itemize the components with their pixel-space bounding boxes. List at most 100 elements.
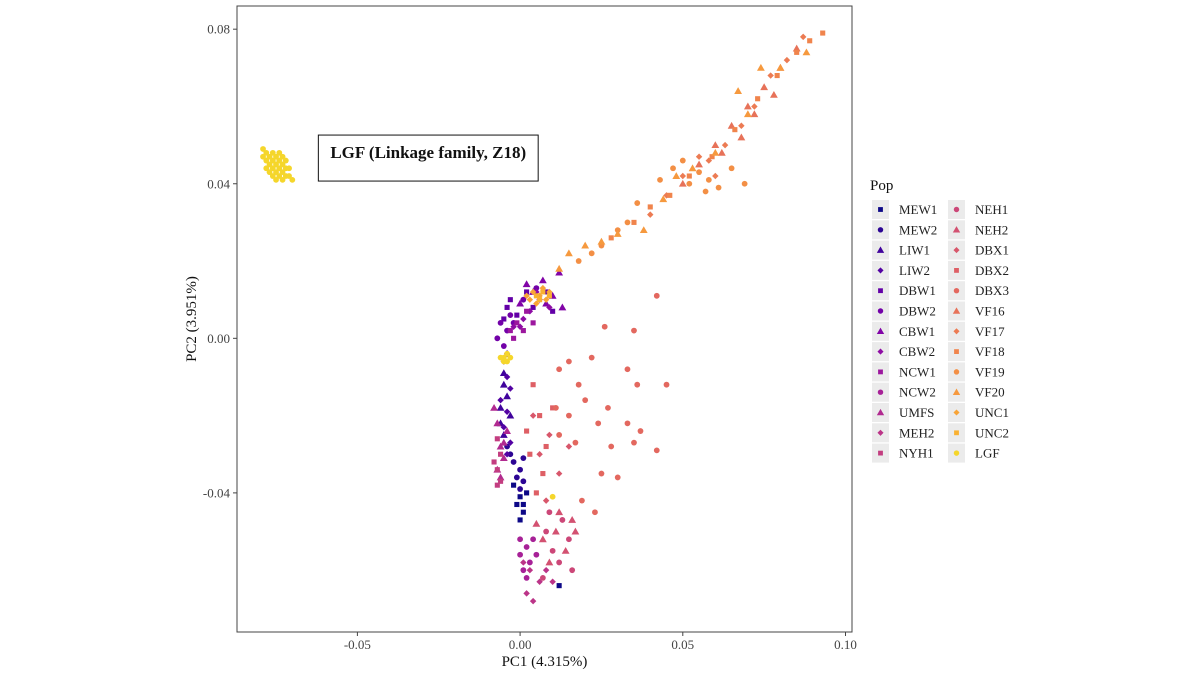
legend-item-ncw1: NCW1: [872, 362, 936, 382]
data-point: [491, 459, 497, 465]
data-point: [670, 165, 676, 172]
legend-key-marker: [954, 349, 959, 354]
legend-key-marker: [953, 450, 960, 456]
data-point: [496, 442, 505, 450]
data-point: [572, 439, 579, 446]
data-point: [510, 459, 517, 465]
legend-key-marker: [877, 348, 884, 355]
data-point: [637, 428, 644, 434]
data-point: [711, 141, 720, 149]
series-ncw2: [517, 536, 540, 581]
data-point: [503, 427, 511, 434]
legend-label: NEH2: [975, 222, 1008, 237]
legend-label: MEH2: [899, 425, 934, 440]
data-point: [533, 551, 540, 558]
series-neh2: [532, 508, 580, 566]
data-point: [279, 153, 286, 160]
data-point: [581, 241, 590, 249]
data-point: [566, 536, 572, 543]
legend-key-marker: [953, 409, 960, 416]
legend-key-marker: [954, 268, 959, 273]
data-point: [575, 258, 582, 264]
data-point: [503, 373, 511, 381]
data-point: [530, 304, 536, 310]
data-point: [696, 169, 702, 176]
series-umfs: [490, 403, 511, 481]
data-point: [520, 559, 527, 566]
data-point: [507, 385, 514, 392]
series-vf20: [555, 48, 811, 272]
y-tick-label: -0.04: [203, 485, 231, 500]
legend-key-marker: [878, 369, 883, 375]
data-point: [543, 289, 549, 295]
data-point: [802, 48, 811, 56]
data-point: [556, 432, 563, 438]
data-point: [533, 490, 539, 496]
legend-item-vf18: VF18: [948, 342, 1005, 362]
data-point: [539, 575, 546, 581]
legend-item-vf16: VF16: [948, 301, 1005, 321]
data-point: [532, 519, 541, 527]
data-point: [569, 567, 576, 574]
data-point: [538, 276, 547, 284]
data-point: [751, 103, 758, 110]
data-point: [540, 471, 546, 477]
data-point: [522, 280, 531, 288]
data-point: [653, 447, 660, 454]
legend-item-liw2: LIW2: [872, 260, 930, 280]
data-point: [639, 226, 648, 234]
legend-item-dbx3: DBX3: [948, 281, 1009, 301]
data-point: [523, 292, 530, 300]
data-point: [520, 501, 526, 508]
legend-item-meh2: MEH2: [872, 423, 934, 443]
data-point: [530, 320, 536, 326]
data-point: [571, 527, 580, 535]
data-point: [260, 146, 266, 152]
data-point: [738, 122, 745, 130]
data-point: [608, 235, 614, 241]
legend-label: VF18: [975, 344, 1005, 359]
data-point: [657, 176, 663, 183]
data-point: [490, 403, 498, 411]
legend-key-marker: [877, 267, 884, 274]
data-point: [269, 149, 276, 156]
data-point: [282, 157, 289, 164]
data-point: [711, 148, 720, 156]
legend-label: DBX1: [975, 243, 1009, 258]
annotation-box: [317, 134, 539, 182]
data-point: [266, 153, 273, 160]
data-point: [688, 164, 697, 172]
x-tick-label: 0.00: [509, 637, 532, 652]
data-point: [520, 315, 527, 323]
data-point: [520, 509, 526, 515]
data-point: [555, 470, 563, 477]
legend-key-marker: [952, 307, 961, 314]
data-point: [269, 173, 276, 179]
data-point: [514, 312, 520, 318]
data-point: [279, 169, 286, 176]
data-point: [820, 30, 826, 36]
data-point: [520, 296, 527, 303]
legend-key-marker: [876, 246, 885, 253]
legend-key-marker: [953, 206, 960, 213]
legend-item-mew2: MEW2: [872, 220, 937, 240]
data-point: [543, 528, 550, 535]
series-dbw1: [501, 289, 556, 322]
series-neh1: [539, 509, 576, 581]
data-point: [608, 443, 615, 450]
legend-item-unc1: UNC1: [948, 403, 1009, 422]
data-point: [588, 250, 595, 257]
data-point: [503, 451, 511, 458]
data-point: [269, 157, 276, 164]
data-point: [542, 299, 551, 307]
data-point: [503, 392, 511, 400]
data-point: [527, 451, 533, 457]
data-point: [550, 405, 556, 411]
data-point: [695, 153, 703, 160]
data-point: [559, 517, 566, 523]
series-lgf: [260, 146, 556, 500]
data-point: [695, 160, 703, 168]
data-point: [679, 157, 686, 164]
data-point: [504, 304, 510, 310]
data-point: [721, 141, 729, 149]
